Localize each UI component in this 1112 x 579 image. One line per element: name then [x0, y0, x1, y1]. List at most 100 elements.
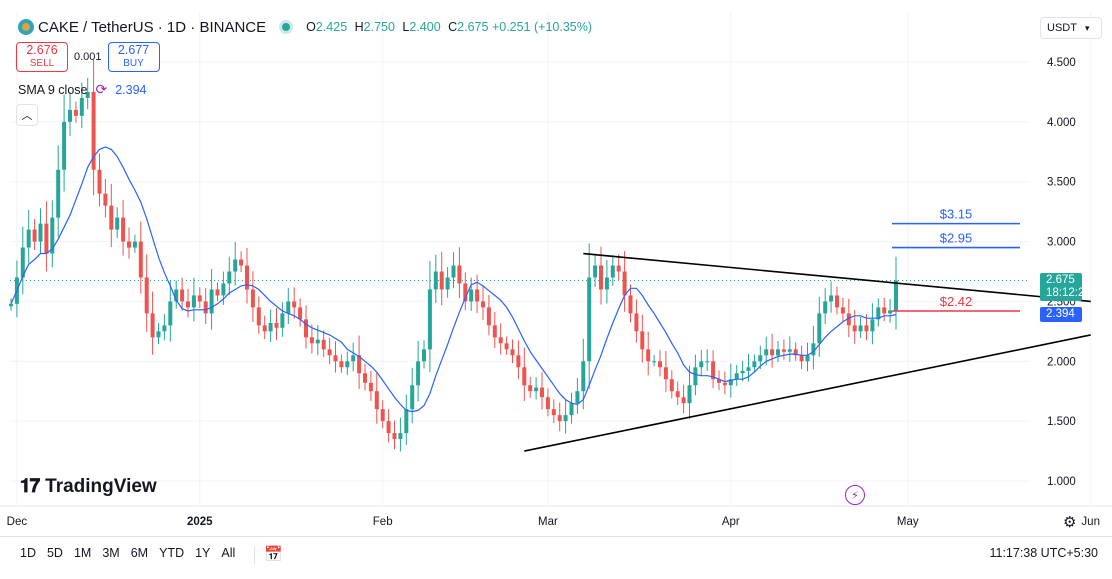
- countdown-value: 18:12:21: [1046, 287, 1091, 299]
- price-chart[interactable]: $3.15$2.95$2.42 1.0001.5002.0002.5003.00…: [0, 0, 1112, 536]
- candle-body: [38, 223, 43, 242]
- change-value: +0.251 (+10.35%): [491, 20, 593, 34]
- toolbar-divider: [254, 546, 255, 564]
- candle-body: [150, 313, 155, 338]
- candle-body: [339, 361, 344, 368]
- candle-body: [197, 295, 202, 302]
- ohlc-readout: O2.425 H2.750 L2.400 C2.675 +0.251 (+10.…: [302, 20, 592, 34]
- trendline-upper: [583, 252, 1091, 303]
- symbol-title[interactable]: CAKE / TetherUS · 1D · BINANCE: [38, 18, 267, 36]
- candle-body: [593, 265, 598, 278]
- range-1y[interactable]: 1Y: [195, 546, 211, 560]
- candle-body: [191, 295, 196, 308]
- candle-body: [374, 391, 379, 410]
- candle-body: [357, 355, 362, 374]
- range-5d[interactable]: 5D: [46, 546, 63, 560]
- candle-body: [746, 367, 751, 371]
- clock[interactable]: 11:17:38 UTC+5:30: [989, 546, 1098, 560]
- level-label: $3.15: [940, 207, 973, 222]
- candle-body: [776, 349, 780, 356]
- range-all[interactable]: All: [221, 546, 236, 560]
- x-tick-label: May: [897, 516, 919, 528]
- candle-body: [132, 241, 137, 248]
- candle-body: [675, 391, 680, 398]
- cake-coin-icon: [18, 19, 34, 35]
- buy-button[interactable]: 2.677 BUY: [107, 42, 160, 72]
- tradingview-logo[interactable]: 𝟏𝟕 TradingView: [20, 476, 157, 498]
- candle-body: [492, 325, 497, 338]
- indicator-value: 2.394: [115, 82, 147, 97]
- market-status-icon[interactable]: [282, 23, 291, 31]
- trade-panel: 2.676 SELL 0.001 2.677 BUY: [16, 42, 160, 72]
- close-value: 2.675: [457, 20, 489, 34]
- range-1m[interactable]: 1M: [73, 546, 92, 560]
- candle-body: [770, 349, 775, 356]
- x-tick-label: Dec: [7, 516, 28, 528]
- candle-body: [876, 307, 881, 320]
- currency-selector[interactable]: USDT ▾: [1040, 17, 1102, 39]
- candle-body: [186, 301, 190, 308]
- y-tick-label: 1.000: [1047, 476, 1076, 488]
- candle-body: [56, 169, 61, 218]
- buy-price: 2.677: [117, 43, 150, 57]
- gear-icon[interactable]: ⚙: [1063, 514, 1077, 531]
- candle-body: [286, 301, 291, 314]
- candle-body: [427, 289, 432, 350]
- candle-body: [439, 271, 444, 290]
- high-label: H: [354, 20, 364, 34]
- indicator-legend[interactable]: SMA 9 close ⟳ 2.394: [18, 81, 147, 98]
- candle-body: [858, 325, 863, 332]
- candle-body: [392, 433, 397, 440]
- candle-body: [882, 307, 887, 314]
- candle-body: [669, 379, 674, 392]
- time-axis[interactable]: Dec2025FebMarAprMayJunJul: [7, 516, 1112, 528]
- lightning-icon[interactable]: ⚡: [845, 485, 865, 505]
- range-6m[interactable]: 6M: [130, 546, 149, 560]
- candle-body: [44, 223, 49, 254]
- candle-body: [599, 265, 603, 290]
- horizontal-levels: $3.15 $2.95 $2.42: [892, 207, 1020, 312]
- collapse-legend-button[interactable]: ︿: [16, 104, 38, 126]
- candle-body: [846, 313, 851, 326]
- candle-body: [144, 277, 149, 314]
- candle-body: [569, 403, 574, 416]
- candle-body: [581, 361, 586, 392]
- last-price-value: 2.675: [1046, 274, 1075, 286]
- candle-body: [658, 361, 662, 368]
- y-tick-label: 4.500: [1047, 57, 1076, 69]
- x-tick-label: 2025: [187, 516, 213, 528]
- candle-body: [758, 355, 763, 362]
- candle-body: [168, 301, 173, 326]
- candle-body: [26, 229, 31, 248]
- x-tick-label: Apr: [722, 516, 740, 528]
- candle-body: [722, 382, 727, 386]
- candle-body: [835, 295, 839, 308]
- spread-value: 0.001: [74, 51, 102, 63]
- level-label: $2.95: [940, 231, 973, 246]
- candle-body: [416, 361, 421, 386]
- last-price-tag: 2.675 18:12:21: [1040, 273, 1091, 301]
- candle-body: [445, 277, 450, 290]
- trendline-lower: [524, 334, 1091, 452]
- candle-body: [457, 265, 462, 284]
- sell-button[interactable]: 2.676 SELL: [16, 42, 68, 72]
- candle-body: [829, 295, 834, 302]
- candle-body: [817, 313, 822, 344]
- candle-body: [616, 265, 621, 272]
- calendar-range-icon[interactable]: 📅: [264, 546, 283, 563]
- candle-body: [522, 367, 527, 386]
- candle-body: [203, 301, 208, 314]
- candle-body: [62, 121, 67, 170]
- candle-body: [805, 355, 810, 362]
- candle-body: [693, 367, 698, 386]
- y-tick-label: 1.500: [1047, 416, 1076, 428]
- tradingview-mark-icon: 𝟏𝟕: [20, 476, 40, 497]
- candle-body: [245, 265, 249, 290]
- candle-body: [504, 343, 509, 350]
- range-ytd[interactable]: YTD: [159, 546, 185, 560]
- range-3m[interactable]: 3M: [102, 546, 120, 560]
- candle-body: [604, 277, 609, 290]
- candle-body: [298, 307, 303, 320]
- range-1d[interactable]: 1D: [20, 546, 36, 560]
